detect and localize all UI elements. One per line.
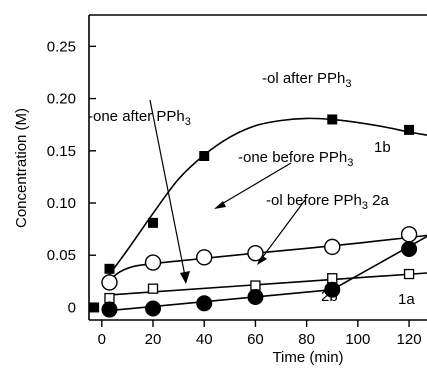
annotation-one-after: -one after PPh3: [88, 108, 191, 128]
data-point-1a: [104, 292, 115, 304]
arrow-ol-before-shaft: [261, 199, 306, 259]
data-point-1b: [199, 151, 210, 162]
series-label-2b: 2b: [321, 288, 338, 305]
data-point-2b: [196, 295, 213, 312]
data-point-1a: [403, 268, 415, 280]
arrow-one-after-shaft: [149, 99, 186, 277]
chart-annotations: -ol after PPh3 -one after PPh3 -one befo…: [88, 70, 415, 308]
data-point-2a: [101, 274, 118, 291]
y-tick-label: 0: [68, 299, 76, 316]
data-point-2b: [324, 281, 341, 298]
arrow-one-before-shaft: [219, 162, 292, 206]
x-axis-title: Time (min): [272, 349, 343, 366]
y-tick-label: 0.20: [47, 91, 76, 108]
x-tick-label: 100: [345, 331, 370, 348]
arrow-one-before-head: [214, 201, 226, 209]
annotation-ol-before: -ol before PPh3 2a: [266, 192, 390, 212]
data-point-1a: [147, 283, 159, 294]
data-point-1a: [327, 273, 338, 284]
x-tick-label: 0: [98, 331, 106, 348]
plot-frame: [88, 14, 427, 321]
data-point-2a: [400, 226, 418, 243]
annotation-arrows: [149, 99, 306, 284]
data-point-1b: [327, 114, 338, 125]
data-point-1b: [148, 217, 159, 228]
series-label-1a: 1a: [398, 291, 415, 308]
data-point-2a: [324, 238, 341, 256]
x-tick-label: 20: [145, 331, 162, 348]
x-tick-label: 80: [298, 331, 315, 348]
x-tick-label: 60: [247, 331, 264, 348]
y-tick-label: 0.25: [47, 38, 76, 55]
data-point-2a: [196, 249, 213, 266]
data-point-1b: [404, 124, 415, 135]
data-point-2b: [145, 300, 162, 317]
data-point-2a: [144, 254, 162, 271]
x-tick-label: 120: [397, 331, 422, 348]
data-point-2b: [247, 289, 264, 306]
arrow-one-after-head: [180, 271, 190, 284]
annotation-ol-after: -ol after PPh3: [262, 70, 352, 90]
data-point-1b: [104, 263, 115, 274]
series-label-1b: 1b: [374, 139, 391, 156]
data-point-2b: [101, 301, 118, 318]
y-axis-title: Concentration (M): [13, 108, 30, 228]
annotation-one-before: -one before PPh3: [238, 149, 353, 169]
data-point-2b: [401, 240, 418, 257]
data-point-1b: [89, 302, 100, 313]
y-tick-label: 0.10: [47, 195, 76, 212]
arrow-ol-before-head: [257, 255, 267, 265]
x-axis-ticks: 0 20 40 60 80 100 120: [98, 320, 422, 348]
y-tick-label: 0.05: [47, 247, 76, 264]
data-markers: [89, 114, 418, 318]
fit-line-1a: [109, 272, 427, 296]
fit-line-1b: [103, 117, 427, 282]
data-point-1a: [250, 280, 261, 291]
y-axis-ticks: 0 0.05 0.10 0.15 0.20 0.25: [47, 38, 96, 316]
data-point-2a: [247, 244, 264, 262]
y-tick-label: 0.15: [47, 143, 76, 160]
x-tick-label: 40: [196, 331, 213, 348]
